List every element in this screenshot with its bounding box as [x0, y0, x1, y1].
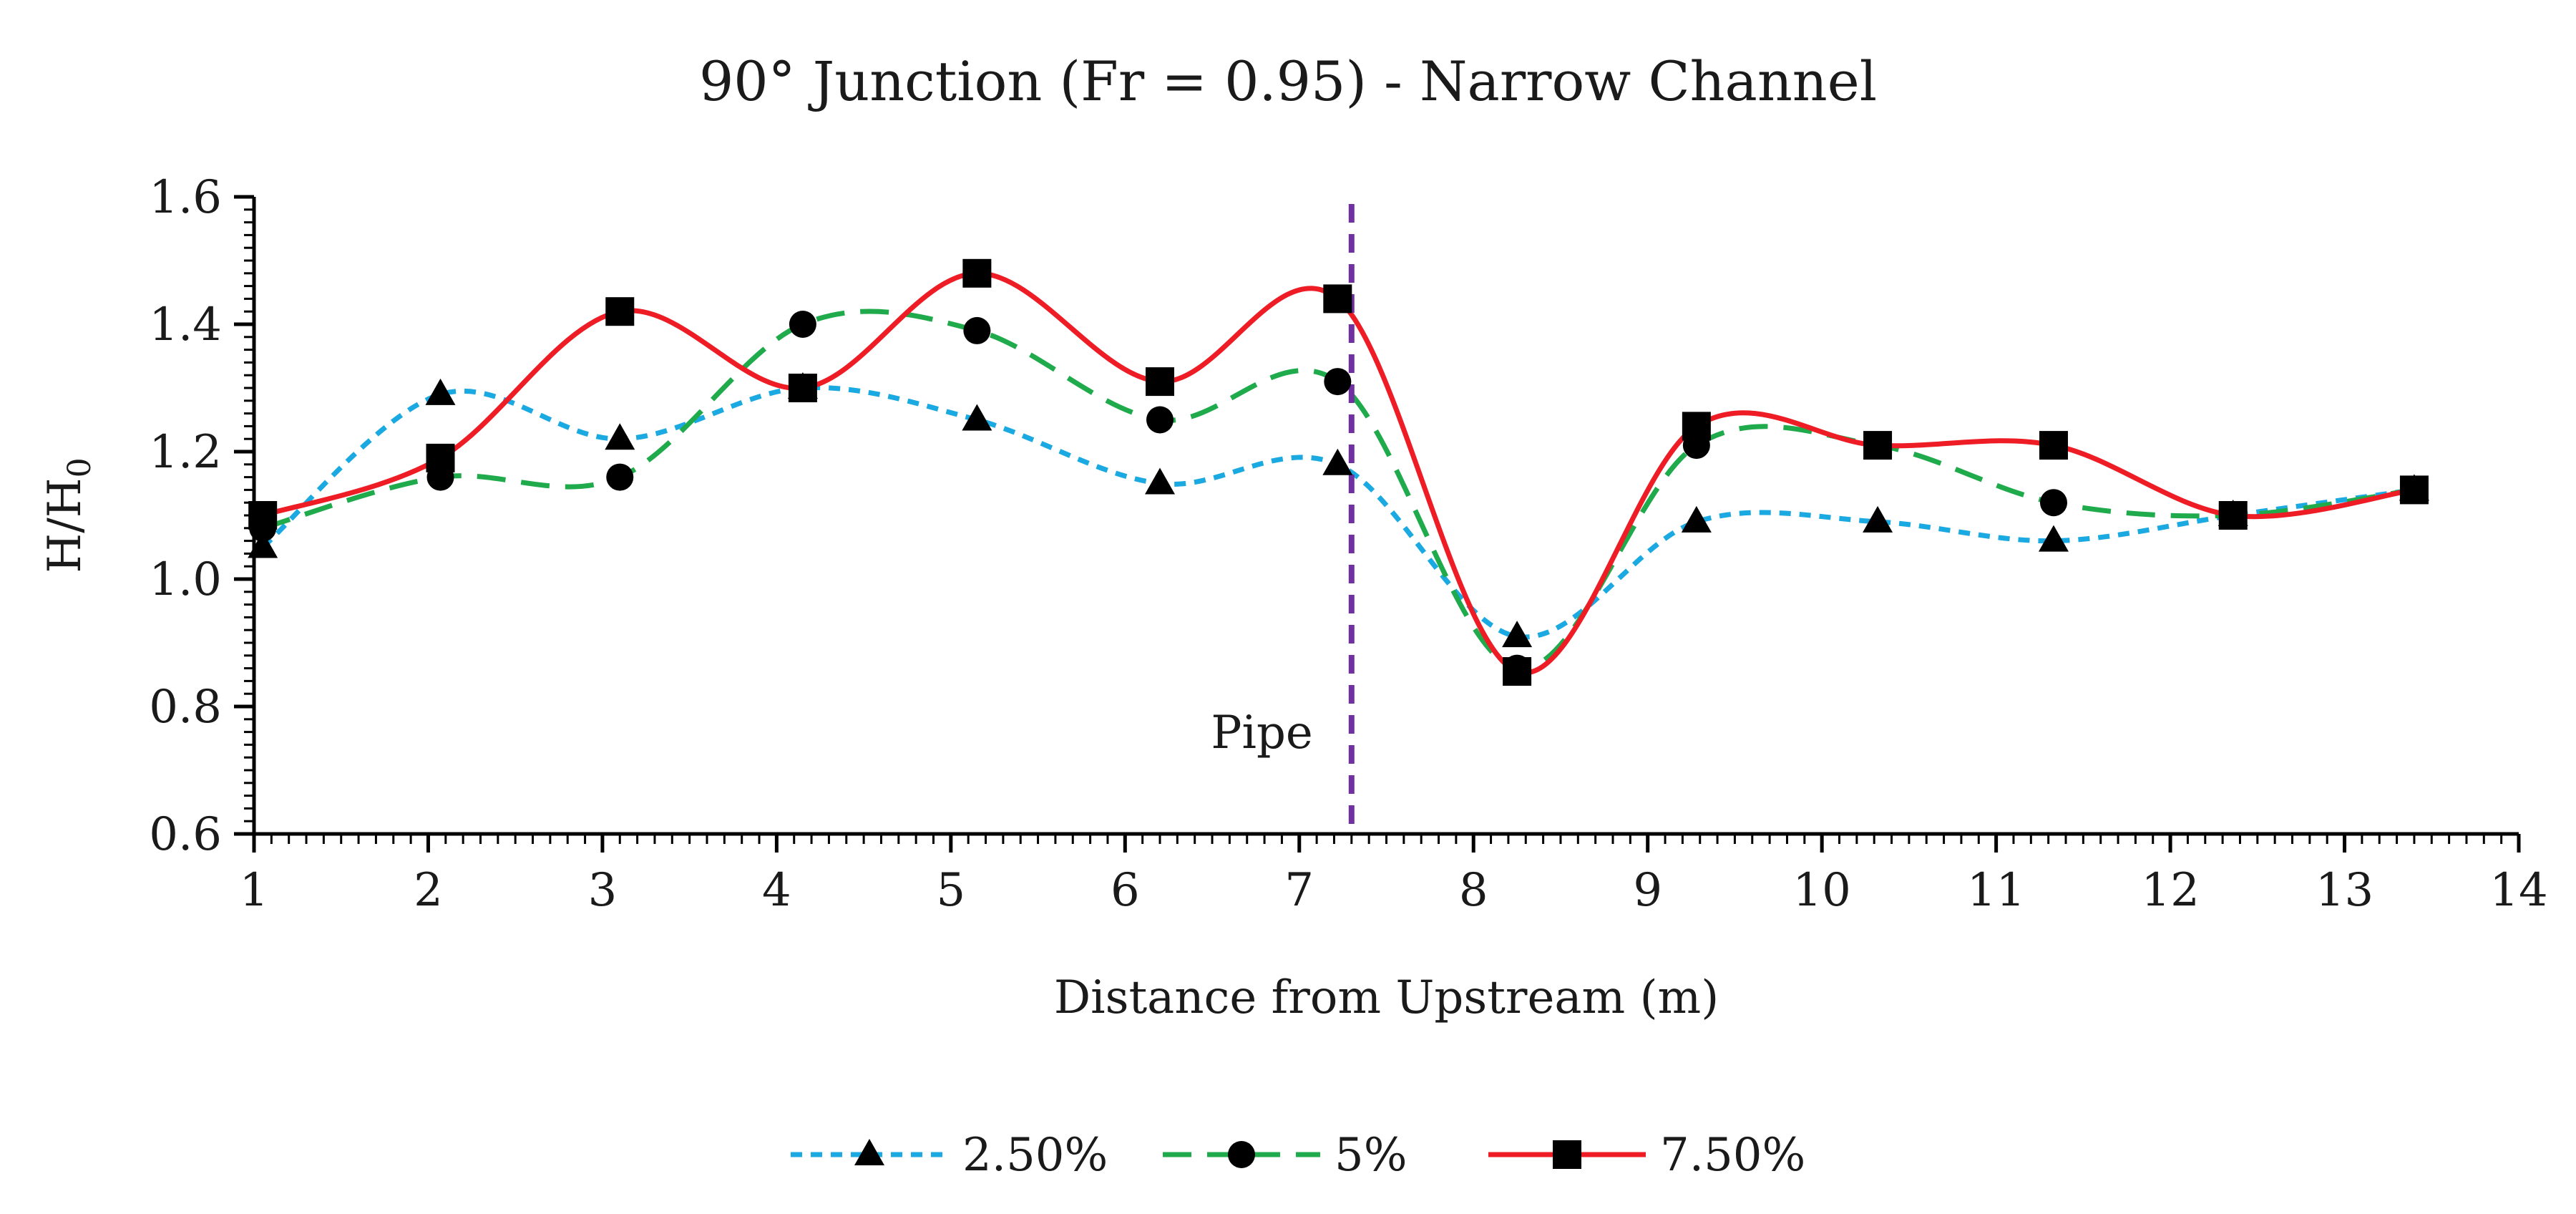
plot-area: 1 2 3 4 5 6 7 8 9 10 11 12 13 140.60.81.01.21.41.6Dis… [39, 171, 2548, 1024]
x-tick-label: 11 [1967, 864, 2025, 917]
x-tick-label: 9 [1633, 864, 1662, 917]
y-tick-label: 1.0 [149, 553, 222, 606]
data-point-square [788, 374, 817, 402]
y-tick-label: 0.8 [149, 681, 222, 734]
chart-title: 90° Junction (Fr = 0.95) - Narrow Channe… [699, 49, 1877, 113]
data-point-triangle [1863, 505, 1893, 533]
legend: 2.50% 5% 7.50% [791, 1129, 1805, 1182]
y-axis-title: H/H0 [39, 457, 98, 573]
data-point-triangle [1681, 505, 1712, 533]
series-line-2 [262, 309, 2415, 671]
x-tick-label: 4 [762, 864, 791, 917]
x-tick-label: 8 [1459, 864, 1488, 917]
y-tick-label: 0.6 [149, 808, 222, 861]
x-tick-label: 6 [1111, 864, 1140, 917]
x-tick-label: 12 [2141, 864, 2199, 917]
data-point-square [962, 258, 992, 288]
data-point-circle [1146, 406, 1174, 434]
y-tick-label: 1.4 [149, 298, 222, 351]
legend-marker-circle [1228, 1141, 1255, 1168]
legend-label-1: 2.50% [962, 1129, 1108, 1182]
data-point-triangle [605, 423, 635, 450]
data-point-circle [789, 311, 816, 338]
x-axis-title: Distance from Upstream (m) [1054, 971, 1719, 1024]
data-point-triangle [2038, 525, 2069, 552]
legend-label-2: 5% [1335, 1129, 1407, 1182]
y-tick-label: 1.2 [149, 426, 222, 479]
data-point-square [2399, 475, 2429, 505]
x-tick-label: 5 [936, 864, 965, 917]
x-tick-label: 7 [1284, 864, 1314, 917]
y-axis-title-subscript: 0 [62, 457, 98, 477]
data-point-triangle [962, 404, 992, 431]
data-point-square [2039, 431, 2068, 460]
x-tick-label: 10 [1792, 864, 1850, 917]
data-point-triangle [425, 378, 456, 405]
data-point-square [1323, 284, 1352, 314]
legend-label-3: 7.50% [1660, 1129, 1805, 1182]
data-point-triangle [248, 531, 278, 558]
x-tick-label: 2 [414, 864, 443, 917]
data-point-square [1503, 657, 1532, 686]
data-point-circle [2039, 489, 2067, 517]
series-line-1 [260, 385, 2415, 640]
x-tick-label: 14 [2489, 864, 2547, 917]
legend-marker-triangle [854, 1139, 884, 1165]
x-tick-label: 13 [2316, 864, 2373, 917]
data-point-circle [963, 316, 991, 344]
data-point-square [2218, 501, 2248, 530]
x-tick-label: 1 [240, 864, 269, 917]
legend-marker-square [1553, 1140, 1581, 1169]
x-tick-label: 3 [588, 864, 618, 917]
data-point-triangle [1502, 621, 1533, 648]
data-point-square [1863, 431, 1893, 460]
y-axis-title-main: H/H [39, 477, 92, 573]
data-point-square [1146, 367, 1174, 397]
data-point-square [248, 501, 278, 530]
data-point-circle [1324, 368, 1352, 396]
pipe-label: Pipe [1211, 706, 1312, 759]
data-point-circle [606, 463, 634, 491]
y-tick-label: 1.6 [149, 171, 222, 224]
data-point-square [605, 297, 635, 326]
data-point-square [426, 443, 455, 472]
data-point-square [1682, 412, 1711, 441]
data-point-triangle [1322, 448, 1353, 475]
data-point-triangle [1145, 467, 1175, 495]
